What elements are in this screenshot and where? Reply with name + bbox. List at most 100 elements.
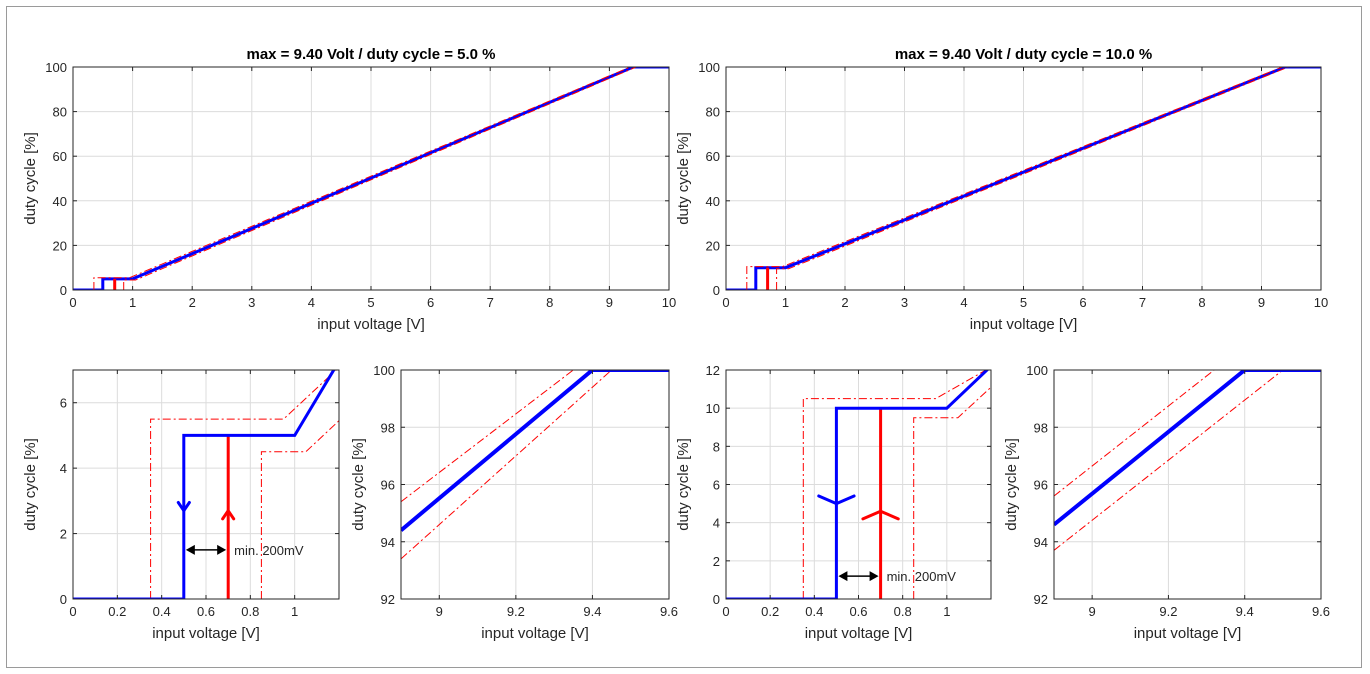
- chart-p6: 9 9.2 9.4 9.6 92 94 96 98 100 input voltage [V] du…: [1003, 363, 1330, 642]
- x-tick-label: 2: [189, 295, 196, 310]
- x-tick-label: 1: [129, 295, 136, 310]
- series-line-red-dashdot-0: [150, 370, 337, 599]
- x-tick-label: 9.4: [1236, 604, 1254, 619]
- x-tick-label: 7: [1139, 295, 1146, 310]
- x-tick-label: 9: [1258, 295, 1265, 310]
- y-axis-label: duty cycle [%]: [675, 438, 692, 531]
- x-tick-label: 9.4: [583, 604, 601, 619]
- x-tick-label: 8: [1198, 295, 1205, 310]
- y-tick-label: 4: [60, 461, 67, 476]
- x-tick-label: 0.2: [761, 604, 779, 619]
- x-tick-label: 0: [722, 604, 729, 619]
- x-tick-label: 0.4: [153, 604, 171, 619]
- y-tick-label: 0: [60, 283, 67, 298]
- direction-arrow-down: [817, 494, 856, 506]
- series-line-blue-solid-0: [73, 67, 669, 290]
- x-tick-label: 9.6: [1312, 604, 1330, 619]
- spacing-arrow-head-right: [217, 544, 227, 555]
- y-tick-label: 2: [60, 527, 67, 542]
- y-tick-label: 80: [706, 105, 720, 120]
- series-line-red-dashdot-0: [1054, 370, 1215, 497]
- spacing-arrow-head-right: [869, 571, 879, 582]
- y-axis-label: duty cycle [%]: [1003, 438, 1020, 531]
- y-tick-label: 2: [713, 554, 720, 569]
- series-line-red-dashdot-2: [93, 67, 631, 290]
- x-tick-label: 6: [1079, 295, 1086, 310]
- y-tick-label: 40: [706, 194, 720, 209]
- series-group: [73, 67, 669, 290]
- y-tick-label: 60: [53, 149, 67, 164]
- y-axis-label: duty cycle [%]: [675, 132, 692, 225]
- series-line-red-dashdot-1: [913, 386, 991, 599]
- y-tick-label: 4: [713, 516, 720, 531]
- x-tick-label: 4: [308, 295, 315, 310]
- x-tick-label: 6: [427, 295, 434, 310]
- y-tick-label: 0: [60, 592, 67, 607]
- y-tick-label: 100: [1026, 363, 1048, 378]
- x-tick-label: 0.8: [894, 604, 912, 619]
- x-tick-label: 10: [1314, 295, 1328, 310]
- y-tick-label: 94: [1034, 535, 1048, 550]
- x-tick-label: 0.8: [241, 604, 259, 619]
- spacing-arrow-head-left: [185, 544, 195, 555]
- y-tick-label: 10: [706, 401, 720, 416]
- spacing-arrow-head-left: [838, 571, 848, 582]
- series-line-red-dashdot-2: [746, 67, 1283, 290]
- min-spacing-annotation: min. 200mV: [234, 543, 304, 558]
- y-tick-label: 20: [706, 238, 720, 253]
- x-tick-label: 1: [291, 604, 298, 619]
- chart-title: max = 9.40 Volt / duty cycle = 5.0 %: [246, 46, 495, 63]
- direction-arrow-down: [176, 500, 191, 513]
- x-tick-label: 1: [782, 295, 789, 310]
- x-tick-label: 2: [841, 295, 848, 310]
- x-tick-label: 0: [69, 295, 76, 310]
- series-group: [726, 67, 1321, 290]
- x-tick-label: 4: [960, 295, 967, 310]
- y-tick-label: 6: [60, 396, 67, 411]
- chart-p3: min. 200mV 0 0.2 0.4 0.6 0.8 1 0 2 4 6 input voltag…: [22, 369, 340, 642]
- y-tick-label: 80: [53, 105, 67, 120]
- series-group: [726, 370, 991, 599]
- y-tick-label: 100: [698, 60, 720, 75]
- series-line-blue-solid-3: [73, 370, 336, 599]
- x-axis-label: input voltage [V]: [152, 625, 260, 642]
- y-tick-label: 92: [381, 592, 395, 607]
- figure-window: 0 1 2 3 4 5 6 7 8 9 10 0 20 40 60 80 100 input voltage [V…: [6, 6, 1362, 668]
- x-tick-label: 9.6: [660, 604, 678, 619]
- x-axis-label: input voltage [V]: [805, 625, 913, 642]
- y-tick-label: 94: [381, 535, 395, 550]
- chart-title: max = 9.40 Volt / duty cycle = 10.0 %: [895, 46, 1152, 63]
- series-line-blue-solid-2: [401, 370, 669, 532]
- x-tick-label: 3: [901, 295, 908, 310]
- y-tick-label: 100: [373, 363, 395, 378]
- x-tick-label: 0: [69, 604, 76, 619]
- series-line-blue-solid-0: [726, 67, 1321, 290]
- x-tick-label: 10: [662, 295, 676, 310]
- x-axis-label: input voltage [V]: [317, 316, 425, 333]
- x-tick-label: 9.2: [1159, 604, 1177, 619]
- x-tick-label: 7: [487, 295, 494, 310]
- x-tick-label: 3: [248, 295, 255, 310]
- series-group: [73, 370, 339, 599]
- x-tick-label: 9.2: [507, 604, 525, 619]
- y-tick-label: 96: [1034, 478, 1048, 493]
- y-tick-label: 8: [713, 439, 720, 454]
- x-tick-label: 0.2: [108, 604, 126, 619]
- y-tick-label: 98: [1034, 420, 1048, 435]
- y-axis-label: duty cycle [%]: [22, 132, 39, 225]
- x-tick-label: 1: [943, 604, 950, 619]
- x-tick-label: 0: [722, 295, 729, 310]
- y-tick-label: 20: [53, 238, 67, 253]
- direction-arrow-up: [221, 509, 236, 521]
- y-axis-label: duty cycle [%]: [350, 438, 367, 531]
- y-tick-label: 100: [45, 60, 67, 75]
- x-tick-label: 9: [436, 604, 443, 619]
- x-tick-label: 9: [606, 295, 613, 310]
- y-tick-label: 98: [381, 420, 395, 435]
- direction-arrow-up: [861, 509, 900, 521]
- series-group: [401, 370, 669, 560]
